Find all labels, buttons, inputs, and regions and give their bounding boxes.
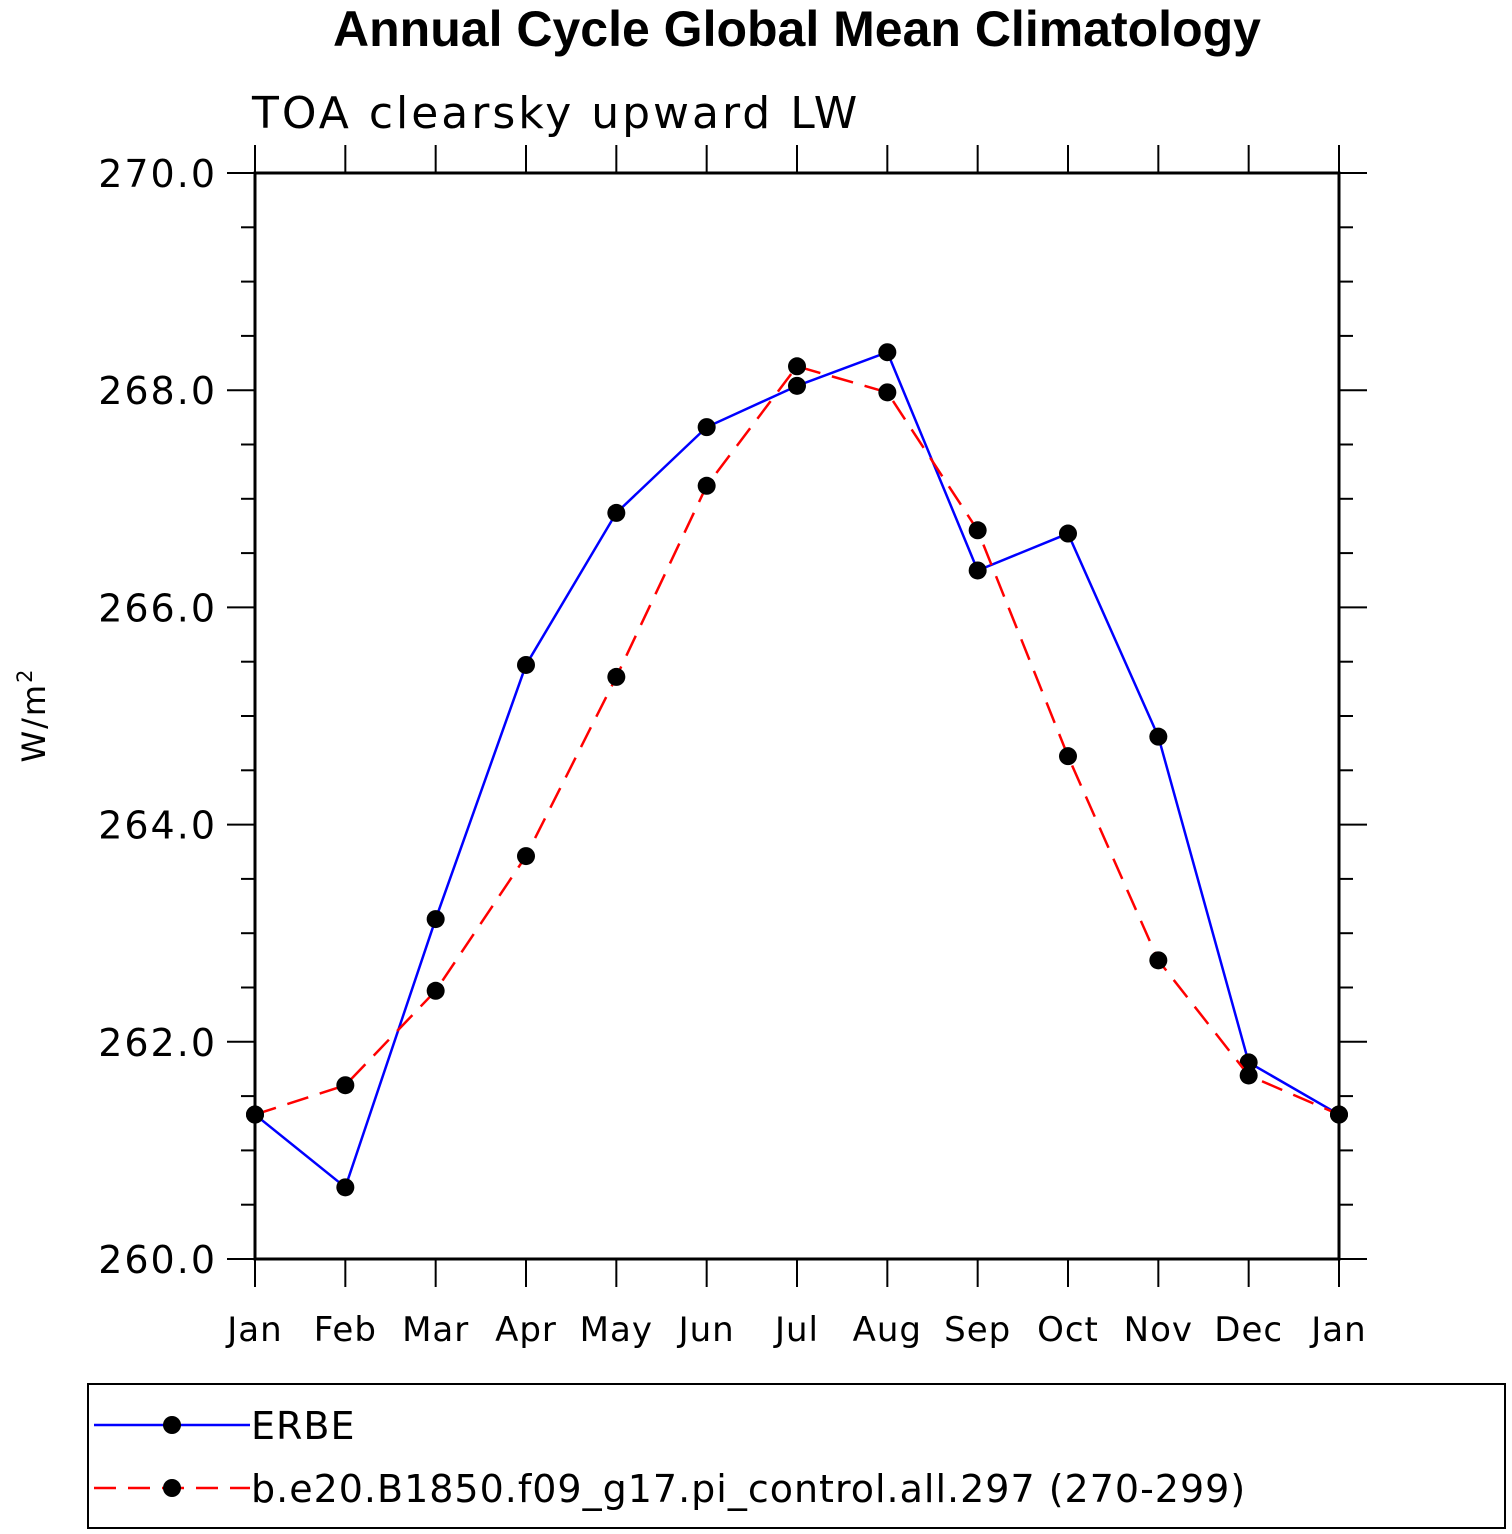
x-tick-label: Jan	[225, 1310, 282, 1350]
y-axis-label-exponent: 2	[13, 668, 37, 683]
series-2-point	[426, 981, 445, 1000]
series-2-point	[1059, 747, 1077, 766]
x-tick-label: Aug	[853, 1310, 922, 1350]
series-2-point	[1149, 951, 1168, 970]
y-axis-label: W/m2	[13, 668, 53, 763]
series-1-point	[607, 503, 626, 522]
y-axis-label-unit: W/m	[15, 683, 53, 763]
series-1	[246, 343, 1348, 1197]
y-tick-label: 264.0	[98, 804, 217, 848]
series-2-point	[607, 667, 626, 686]
x-tick-label: Nov	[1124, 1310, 1193, 1350]
series-layer	[246, 343, 1348, 1197]
x-tick-label: Oct	[1037, 1310, 1099, 1350]
series-2-point	[517, 847, 535, 866]
x-tick-label: Jul	[773, 1310, 819, 1350]
series-2-point	[697, 476, 716, 495]
chart-title: Annual Cycle Global Mean Climatology	[333, 1, 1261, 57]
x-tick-label: May	[580, 1310, 653, 1350]
series-1-point	[426, 910, 445, 929]
series-2-point	[1239, 1066, 1258, 1085]
x-tick-label: Sep	[944, 1310, 1011, 1350]
x-tick-label: Apr	[495, 1310, 557, 1350]
x-tick-label: Jun	[677, 1310, 735, 1350]
series-1-point	[1149, 727, 1168, 746]
series-1-point	[336, 1178, 355, 1197]
y-tick-label: 260.0	[98, 1238, 217, 1282]
series-2-line	[254, 364, 1340, 1116]
series-2-point	[336, 1076, 355, 1095]
series-2-point	[788, 357, 806, 376]
x-tick-label: Dec	[1214, 1310, 1283, 1350]
series-1-point	[697, 418, 716, 437]
x-tick-labels: Jan Feb Mar Apr May Jun Jul Aug Sep Oct Nov Dec Jan	[225, 1310, 1366, 1350]
series-1-point	[968, 561, 987, 580]
axis-ticks	[227, 145, 1367, 1287]
plot-frame	[253, 171, 1341, 1261]
x-tick-label: Jan	[1309, 1310, 1366, 1350]
x-tick-label: Feb	[314, 1310, 377, 1350]
x-tick-label: Mar	[402, 1310, 469, 1350]
series-2-point	[246, 1105, 264, 1124]
y-tick-label: 268.0	[98, 369, 217, 413]
legend-marker-series-1	[163, 1416, 181, 1434]
legend-label-series-1: ERBE	[251, 1404, 356, 1448]
series-2	[246, 357, 1348, 1124]
y-tick-labels: 260.0 262.0 264.0 266.0 268.0 270.0	[98, 152, 217, 1282]
series-1-point	[1239, 1053, 1258, 1072]
legend: ERBE b.e20.B1850.f09_g17.pi_control.all.2…	[94, 1404, 1246, 1511]
series-1-point	[1059, 524, 1077, 543]
chart-subtitle: TOA clearsky upward LW	[251, 88, 860, 139]
series-1-point	[788, 376, 806, 395]
y-tick-label: 270.0	[98, 152, 217, 196]
y-tick-label: 262.0	[98, 1021, 217, 1065]
series-1-point	[878, 343, 897, 362]
series-2-point	[968, 521, 987, 540]
series-2-point	[878, 383, 897, 402]
series-1-line	[254, 350, 1340, 1190]
legend-marker-series-2	[163, 1479, 181, 1497]
series-1-point	[517, 655, 535, 674]
series-2-point	[1330, 1105, 1348, 1124]
legend-box	[87, 1383, 1506, 1529]
legend-label-series-2: b.e20.B1850.f09_g17.pi_control.all.297 (…	[251, 1467, 1246, 1511]
y-tick-label: 266.0	[98, 586, 217, 630]
